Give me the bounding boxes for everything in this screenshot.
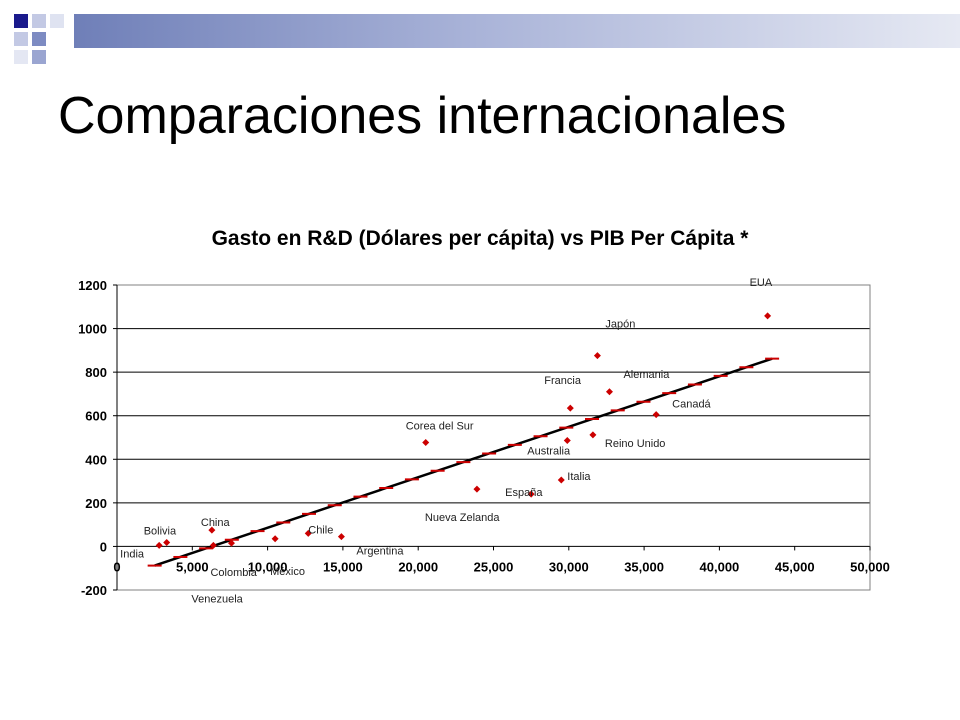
y-tick-label: 800 (85, 365, 107, 380)
trendline-group (147, 357, 780, 567)
data-points (155, 312, 772, 549)
data-label: México (270, 566, 305, 578)
data-point (227, 539, 235, 547)
x-tick-label: 25,000 (474, 559, 514, 574)
data-label: Venezuela (191, 593, 243, 605)
data-label: Reino Unido (605, 438, 666, 450)
data-point (155, 541, 163, 549)
x-tick-label: 20,000 (398, 559, 438, 574)
data-label: Francia (544, 375, 582, 387)
chart-title: Gasto en R&D (Dólares per cápita) vs PIB… (212, 227, 750, 250)
data-point (337, 533, 345, 541)
data-label: India (120, 548, 145, 560)
x-tick-label: 30,000 (549, 559, 589, 574)
data-point (652, 411, 660, 419)
x-tick-label: 15,000 (323, 559, 363, 574)
data-label: España (505, 487, 543, 499)
data-label: Colombia (210, 567, 257, 579)
y-tick-label: 1200 (78, 278, 107, 293)
data-point (566, 404, 574, 412)
data-point (163, 539, 171, 547)
data-point (304, 529, 312, 537)
data-label: Australia (527, 446, 571, 458)
data-label: Canadá (672, 399, 711, 411)
x-tick-label: 35,000 (624, 559, 664, 574)
data-label: Chile (308, 524, 333, 536)
data-label: China (201, 517, 231, 529)
y-tick-label: 400 (85, 452, 107, 467)
data-label: Italia (567, 471, 591, 483)
deco-square-mid (14, 32, 28, 46)
x-tick-label: 50,000 (850, 559, 890, 574)
data-label: Japón (605, 319, 635, 331)
data-point (527, 490, 535, 498)
data-point (557, 476, 565, 484)
data-label: Corea del Sur (406, 421, 474, 433)
data-point (473, 485, 481, 493)
y-tick-label: 600 (85, 409, 107, 424)
x-tick-label: 45,000 (775, 559, 815, 574)
data-point (563, 437, 571, 445)
y-tick-label: -200 (81, 583, 107, 598)
data-label: Bolivia (144, 526, 177, 538)
axes: -200 0 200 400 600 800 1000 1200 0 5,000 10,000 15,… (78, 278, 890, 598)
slide-title: Comparaciones internacionales (58, 87, 787, 145)
x-tick-label: 10,000 (248, 559, 288, 574)
y-tick-label: 0 (100, 539, 107, 554)
deco-square-light (32, 14, 46, 28)
x-tick-label: 5,000 (176, 559, 209, 574)
point-labels: EUA Japón Alemania Francia Canadá Reino Unido… (120, 277, 773, 605)
x-tick-label: 40,000 (700, 559, 740, 574)
deco-square-light (50, 14, 64, 28)
data-label: Nueva Zelanda (425, 512, 500, 524)
header-gradient-bar (74, 14, 960, 48)
data-point (208, 526, 216, 534)
data-label: EUA (750, 277, 773, 289)
data-point (589, 431, 597, 439)
y-tick-label: 1000 (78, 322, 107, 337)
data-label: Alemania (623, 369, 670, 381)
deco-square-light (14, 50, 28, 64)
data-point (764, 312, 772, 320)
data-point (422, 439, 430, 447)
data-point (593, 352, 601, 360)
deco-square-mid (32, 32, 46, 46)
gridlines (117, 284, 870, 547)
data-label: Argentina (356, 546, 404, 558)
x-tick-label: 0 (113, 559, 120, 574)
data-point (209, 541, 217, 549)
data-point (271, 535, 279, 543)
deco-square-dark (14, 14, 28, 28)
data-point (605, 388, 613, 396)
y-tick-label: 200 (85, 496, 107, 511)
deco-square-mid (32, 50, 46, 64)
